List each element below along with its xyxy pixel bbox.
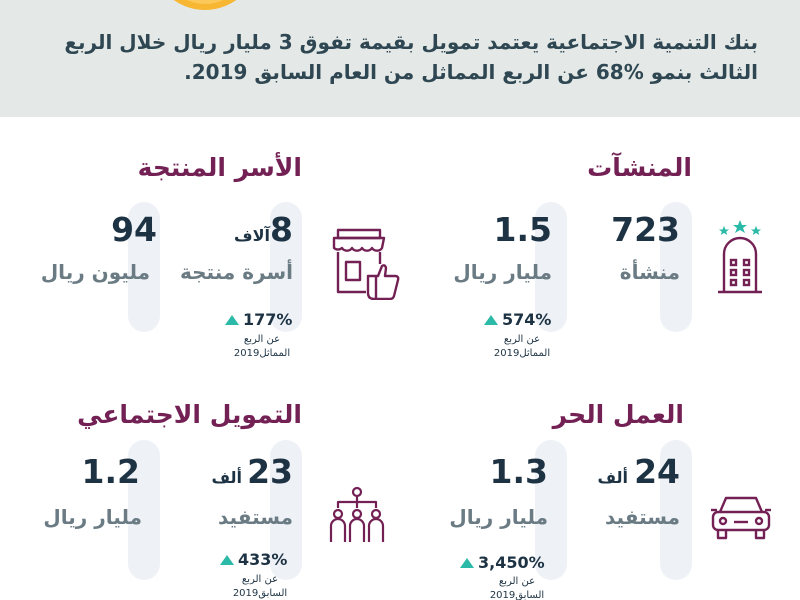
pill-facilities-count [660, 202, 692, 332]
freelance-count-unit: ألف [597, 468, 628, 487]
families-amount-value: 94 [111, 210, 157, 249]
social-growth-note: عن الربع السابق2019 [228, 573, 292, 600]
families-growth-value: 177% [243, 310, 293, 329]
families-growth-note: عن الربع المماثل2019 [230, 333, 294, 361]
section-title-families: الأسر المنتجة [137, 153, 302, 182]
growth-note-line1: عن الربع [498, 576, 536, 587]
freelance-amount-value: 1.3 [489, 452, 548, 491]
growth-note-line2: المماثل2019 [493, 348, 551, 359]
facilities-growth-note: عن الربع المماثل2019 [490, 333, 554, 361]
people-network-icon [329, 486, 385, 542]
up-arrow-icon [484, 314, 498, 325]
families-count-label: أسرة منتجة [180, 260, 293, 284]
up-arrow-icon [225, 314, 239, 325]
header-banner: بنك التنمية الاجتماعية يعتمد تمويل بقيمة… [0, 0, 800, 117]
growth-note-line1: عن الربع [241, 574, 279, 585]
social-growth-value: 433% [238, 550, 288, 569]
up-arrow-icon [460, 557, 474, 568]
header-headline: بنك التنمية الاجتماعية يعتمد تمويل بقيمة… [64, 30, 758, 84]
pill-families-count [270, 202, 302, 332]
facilities-growth: 574% [484, 310, 551, 329]
facilities-amount-value: 1.5 [493, 210, 552, 249]
social-count-unit: ألف [211, 468, 242, 487]
social-amount-value: 1.2 [81, 452, 140, 491]
freelance-count-value: 24 [634, 452, 680, 491]
pill-families-amount [128, 202, 160, 332]
freelance-count-label: مستفيد [604, 505, 680, 529]
families-count-value: 8 [270, 210, 293, 249]
freelance-growth-note: عن الربع السابق2019 [485, 575, 549, 600]
families-growth: 177% [225, 310, 292, 329]
facilities-growth-value: 574% [502, 310, 552, 329]
growth-note-line1: عن الربع [503, 334, 541, 345]
building-stars-icon [718, 220, 762, 294]
freelance-amount-label: مليار ريال [449, 505, 548, 529]
pill-social-amount [128, 440, 160, 580]
up-arrow-icon [220, 554, 234, 565]
pill-social-count [270, 440, 302, 580]
section-title-freelance: العمل الحر [552, 400, 684, 429]
section-title-social: التمويل الاجتماعي [77, 400, 302, 429]
families-count-unit: آلاف [234, 226, 270, 245]
section-title-facilities: المنشآت [587, 153, 692, 182]
social-amount-label: مليار ريال [43, 505, 142, 529]
freelance-growth: 3,450% [460, 553, 545, 572]
car-icon [711, 496, 771, 540]
growth-note-line2: السابق2019 [489, 590, 545, 600]
freelance-growth-value: 3,450% [478, 553, 545, 572]
facilities-amount-label: مليار ريال [453, 260, 552, 284]
social-count-value: 23 [247, 452, 293, 491]
social-growth: 433% [220, 550, 287, 569]
shop-thumbsup-icon [332, 228, 400, 300]
growth-note-line1: عن الربع [243, 334, 281, 345]
pill-facilities-amount [535, 202, 567, 332]
growth-note-line2: المماثل2019 [233, 348, 291, 359]
social-count-label: مستفيد [217, 505, 293, 529]
logo-arc-icon [173, 0, 237, 10]
pill-freelance-amount [535, 440, 567, 580]
growth-note-line2: السابق2019 [232, 588, 288, 599]
facilities-count-value: 723 [611, 210, 680, 249]
facilities-count-label: منشأة [619, 260, 680, 284]
pill-freelance-count [660, 440, 692, 580]
families-amount-label: مليون ريال [40, 260, 150, 284]
